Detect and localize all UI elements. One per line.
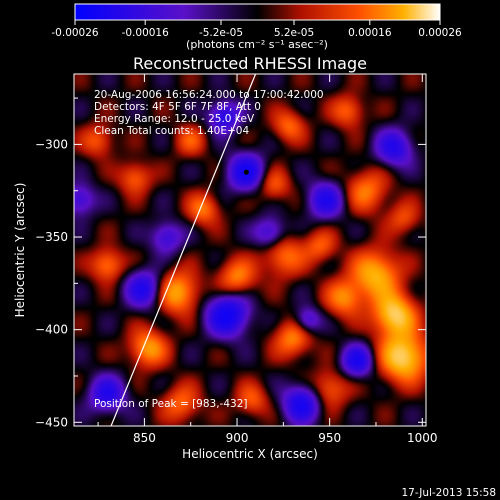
colorbar-tick-label: -0.00026 [51,27,99,39]
heatmap-area [74,74,426,426]
x-tick-label: 850 [133,431,156,445]
x-tick-label: 1000 [407,431,438,445]
colorbar-label: (photons cm⁻² s⁻¹ asec⁻²) [186,38,328,51]
solar-limb-line [110,74,257,426]
annotation-time: 20-Aug-2006 16:56:24.000 to 17:00:42.000 [94,89,324,101]
y-tick-label: −400 [35,323,68,337]
annotation-detectors: Detectors: 4F 5F 6F 7F 8F, Att 0 [94,101,261,113]
heatmap-image [74,74,426,426]
axis-ticks: 850 900 950 1000 −300 −350 −400 −450 [35,74,438,445]
x-tick-label: 950 [318,431,341,445]
y-tick-label: −450 [35,415,68,429]
colorbar-tick-label: -5.2e-05 [199,27,243,39]
y-tick-label: −350 [35,230,68,244]
peak-marker [243,169,249,175]
colorbar-tick-label: 0.00016 [348,27,392,39]
colorbar-tick-label: 0.00026 [418,27,462,39]
y-tick-label: −300 [35,137,68,151]
footer-timestamp: 17-Jul-2013 15:58 [401,487,496,499]
peak-position-label: Position of Peak = [983,-432] [94,398,248,410]
colorbar-ticks: -0.00026 -0.00016 -5.2e-05 5.2e-05 0.00016 0.… [51,20,462,39]
x-axis-label: Heliocentric X (arcsec) [182,447,318,461]
annotation-energy: Energy Range: 12.0 - 25.0 keV [94,113,255,125]
colorbar-tick-label: 5.2e-05 [274,27,314,39]
chart-title: Reconstructed RHESSI Image [133,54,367,73]
y-axis-label: Heliocentric Y (arcsec) [13,183,27,318]
colorbar [74,3,441,21]
x-tick-label: 900 [226,431,249,445]
plot-frame [73,73,427,427]
annotation-counts: Clean Total counts: 1.40E+04 [94,125,249,137]
colorbar-tick-label: -0.00016 [122,27,170,39]
